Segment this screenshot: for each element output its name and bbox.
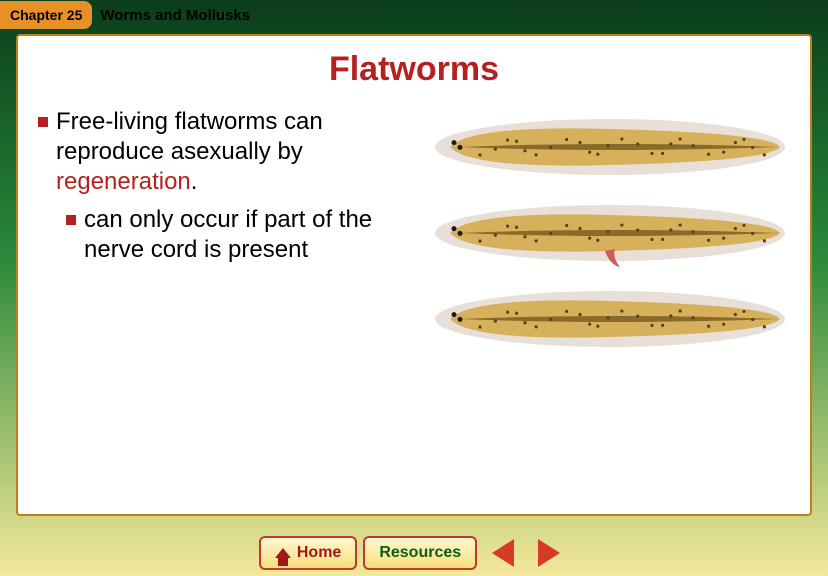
illustration-column <box>430 107 790 359</box>
body-row: Free-living flatworms can reproduce asex… <box>38 107 790 359</box>
chapter-tab: Chapter 25 <box>0 1 92 29</box>
resources-label: Resources <box>379 544 461 562</box>
next-button[interactable] <box>529 536 569 570</box>
slide-title: Flatworms <box>38 50 790 89</box>
home-icon <box>275 548 291 558</box>
bullet-square-icon <box>66 215 76 225</box>
flatworm-illustration <box>430 279 790 359</box>
flatworm-illustration <box>430 107 790 187</box>
home-button[interactable]: Home <box>259 536 357 570</box>
flatworm-illustration <box>430 193 790 273</box>
resources-button[interactable]: Resources <box>363 536 477 570</box>
bullet-highlight: regeneration <box>56 168 191 195</box>
arrow-left-icon <box>492 539 514 567</box>
bullet-prefix: Free-living flatworms can reproduce asex… <box>56 108 323 165</box>
sub-bullet: can only occur if part of the nerve cord… <box>66 205 416 265</box>
footer-nav: Home Resources <box>0 536 828 570</box>
slide-header: Chapter 25 Worms and Mollusks <box>0 0 828 30</box>
chapter-title: Worms and Mollusks <box>100 7 250 24</box>
chapter-label: Chapter 25 <box>10 7 82 23</box>
text-column: Free-living flatworms can reproduce asex… <box>38 107 416 359</box>
bullet-square-icon <box>38 117 48 127</box>
bullet-suffix: . <box>191 168 198 195</box>
home-label: Home <box>297 544 341 562</box>
bullet-text: Free-living flatworms can reproduce asex… <box>56 107 416 197</box>
sub-bullet-text: can only occur if part of the nerve cord… <box>84 205 416 265</box>
bullet-main: Free-living flatworms can reproduce asex… <box>38 107 416 197</box>
arrow-right-icon <box>538 539 560 567</box>
content-frame: Flatworms Free-living flatworms can repr… <box>16 34 812 516</box>
prev-button[interactable] <box>483 536 523 570</box>
